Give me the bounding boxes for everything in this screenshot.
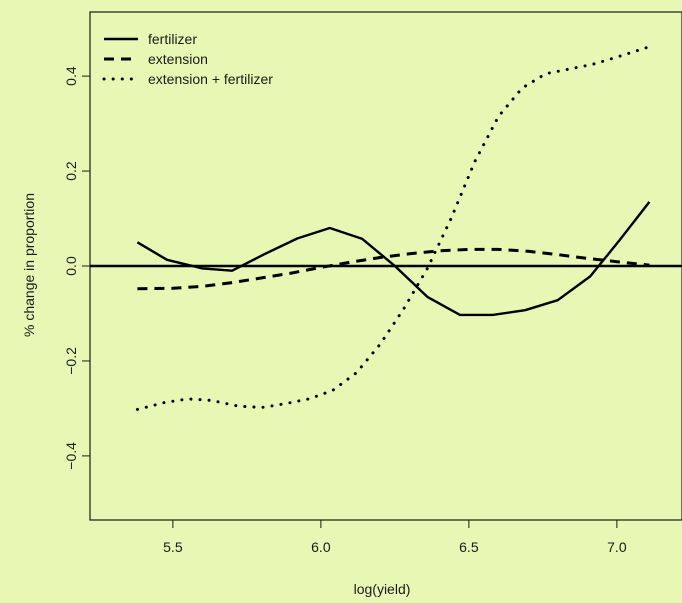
y-tick-label: 0.0: [63, 256, 79, 276]
x-axis: 5.5 6.0 6.5 7.0: [163, 520, 627, 555]
y-axis-title: % change in proportion: [21, 193, 37, 337]
series-line-solid: [136, 201, 651, 317]
y-tick-label: 0.2: [63, 161, 79, 181]
x-tick-label: 6.5: [459, 539, 479, 555]
y-tick-label: −0.4: [63, 442, 79, 470]
y-axis: −0.4 −0.2 0.0 0.2 0.4: [63, 66, 90, 470]
legend: fertilizer extension extension + fertilize…: [102, 31, 273, 87]
series-line-dotted: [135, 45, 651, 411]
y-tick-label: −0.2: [63, 347, 79, 375]
series-group: [135, 45, 651, 411]
legend-label: extension + fertilizer: [148, 71, 273, 87]
legend-label: extension: [148, 51, 208, 67]
series-line-dashed: [137, 247, 650, 291]
x-axis-title: log(yield): [354, 581, 411, 597]
x-tick-label: 7.0: [607, 539, 627, 555]
y-tick-label: 0.4: [63, 66, 79, 86]
x-tick-label: 6.0: [311, 539, 331, 555]
legend-label: fertilizer: [148, 31, 197, 47]
x-tick-label: 5.5: [163, 539, 183, 555]
